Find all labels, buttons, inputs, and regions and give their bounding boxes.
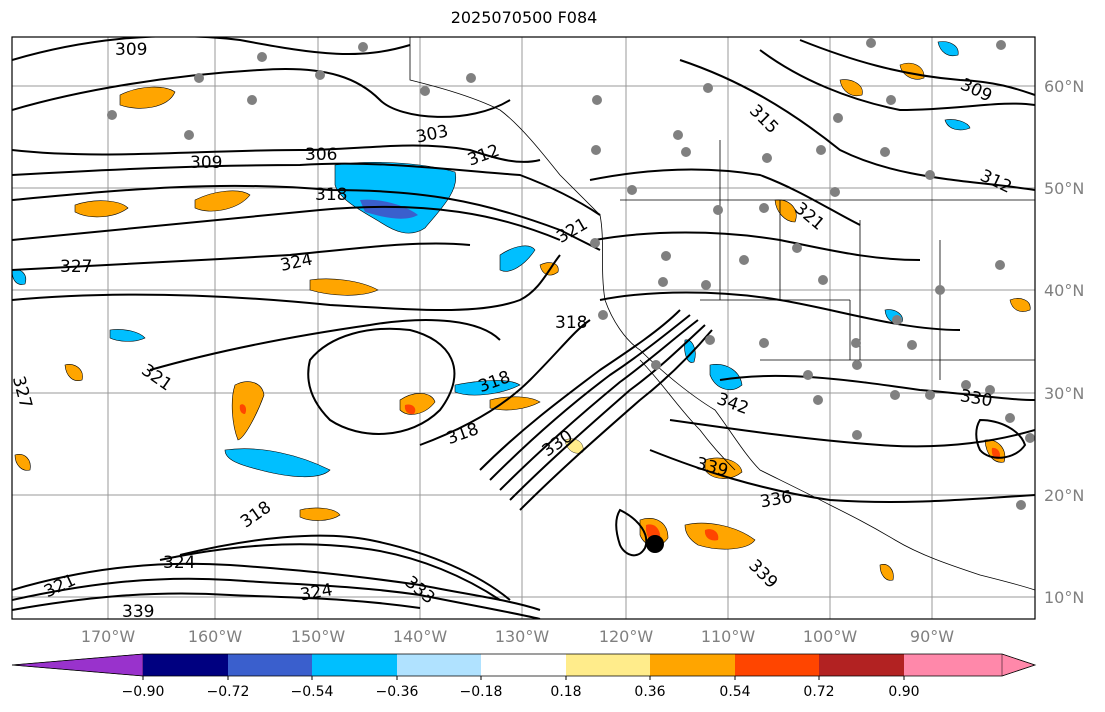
lon-label: 160°W [187,627,243,646]
colorbar-tick-label: 0.18 [550,684,582,700]
coastlines [409,37,1035,591]
colorbar-extend-low [11,653,144,677]
lat-label: 30°N [1044,384,1085,403]
colorbar [11,653,1037,680]
contour-label: 318 [315,185,347,205]
lat-label: 50°N [1044,179,1085,198]
lon-label: 90°W [909,627,955,646]
strong-cold-patch [360,199,418,219]
colorbar-tick-label: 0.54 [719,684,751,700]
colorbar-extend-high [1001,653,1036,677]
contour-label: 309 [190,153,222,173]
lon-label: 120°W [598,627,654,646]
colorbar-tick-label: −0.54 [290,684,334,700]
colorbar-tick-label: −0.90 [121,684,165,700]
lon-label: 110°W [700,627,756,646]
colorbar-tick-label: 0.72 [803,684,835,700]
lon-label: 100°W [802,627,858,646]
map-background [12,37,1035,619]
lat-label: 20°N [1044,486,1085,505]
contour-label: 327 [60,257,92,277]
lat-label: 10°N [1044,588,1085,607]
lat-label: 40°N [1044,281,1085,300]
map-title: 2025070500 F084 [450,8,598,27]
contour-label: 339 [122,602,154,622]
colorbar-tick-label: 0.90 [888,684,920,700]
map-frame [11,36,1036,620]
colorbar-tick-label: −0.36 [375,684,419,700]
graticule [12,37,1035,619]
lon-label: 130°W [494,627,550,646]
lon-label: 140°W [392,627,448,646]
lon-label: 150°W [290,627,346,646]
lat-label: 60°N [1044,77,1085,96]
tropical-cyclone-marker [646,535,664,553]
cold-patch-gulf-of-alaska [334,162,457,234]
lon-label: 170°W [80,627,136,646]
contour-label: 324 [163,553,195,573]
colorbar-tick-label: −0.18 [459,684,503,700]
contour-label: 309 [115,40,147,60]
contour-label: 318 [555,313,587,333]
colorbar-tick-label: 0.36 [634,684,666,700]
colorbar-tick-label: −0.72 [206,684,250,700]
contour-label: 306 [305,145,337,165]
station-markers [107,38,1035,510]
